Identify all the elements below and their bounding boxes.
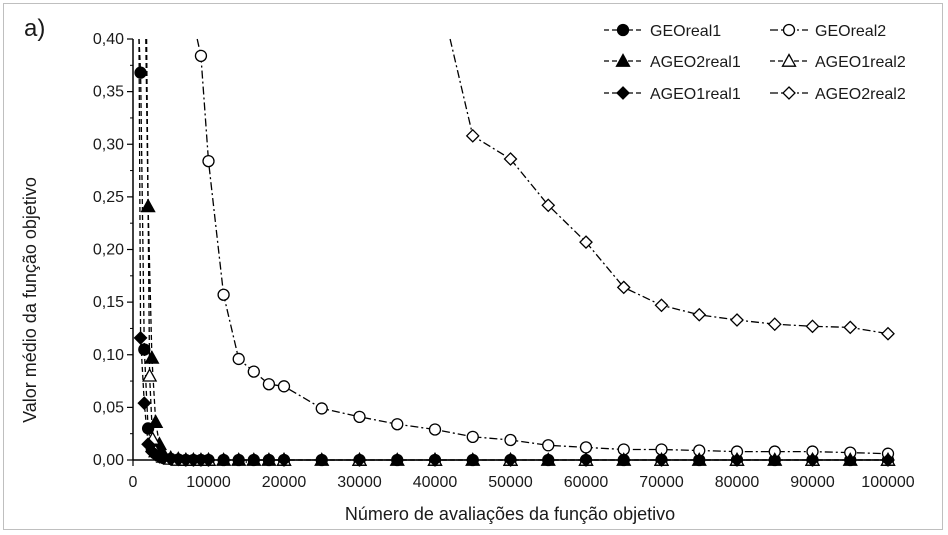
y-tick-label: 0,40 [93,31,124,48]
x-tick-label: 30000 [337,474,382,491]
x-tick-label: 20000 [262,474,307,491]
y-axis-title: Valor médio da função objetivo [20,177,40,423]
data-point-ageo1real1 [133,330,148,345]
series-line-ageo1real2 [145,38,888,461]
x-axis-title: Número de avaliações da função objetivo [345,504,675,524]
data-point-georeal2 [247,365,260,378]
x-tick-label: 100000 [861,474,914,491]
data-point-georeal2 [504,433,517,447]
data-point-ageo1real1 [805,453,820,467]
legend-item-georeal2: GEOreal2 [770,23,886,40]
data-point-ageo2real2 [692,307,707,322]
legend-item-ageo2real1: AGEO2real1 [604,53,741,71]
data-point-ageo2real2 [654,298,669,313]
data-point-ageo2real2 [881,326,895,341]
legend-marker-ageo2real2 [782,86,796,100]
legend-label-ageo1real2: AGEO1real2 [815,54,906,71]
y-tick-label: 0,05 [93,399,124,416]
data-point-ageo1real1 [137,396,152,411]
x-tick-label: 80000 [715,474,760,491]
legend-marker-ageo1real1 [616,86,630,100]
x-tick-label: 40000 [413,474,458,491]
legend-item-georeal1: GEOreal1 [604,23,721,40]
series-line-ageo1real1 [138,38,888,461]
x-tick-label: 0 [129,474,138,491]
data-point-ageo1real1 [503,453,518,467]
legend-label-ageo2real1: AGEO2real1 [650,54,741,71]
series-ageo2real1 [140,38,896,466]
legend-label-georeal2: GEOreal2 [815,23,886,40]
data-point-ageo2real2 [579,235,593,250]
series-line-ageo2real1 [145,38,888,461]
series-georeal2 [194,38,895,460]
legend-marker-georeal2 [782,23,796,37]
data-point-ageo1real1 [277,453,291,467]
series-georeal1 [134,38,895,467]
legend-marker-ageo2real1 [615,53,631,67]
data-point-georeal2 [262,378,276,391]
data-point-ageo1real1 [201,453,216,467]
y-tick-label: 0,35 [93,84,124,101]
x-tick-label: 50000 [488,474,533,491]
data-point-georeal2 [542,439,555,452]
data-point-georeal1 [134,66,147,79]
data-point-georeal2 [277,380,291,393]
data-point-ageo2real2 [843,320,858,335]
data-point-ageo1real1 [730,453,744,467]
y-tick-label: 0,00 [93,452,124,469]
data-point-georeal2 [391,418,404,431]
x-tick-label: 70000 [639,474,684,491]
data-point-ageo2real2 [465,128,480,143]
data-point-ageo2real2 [503,152,518,166]
data-point-georeal2 [315,402,328,415]
y-tick-label: 0,25 [93,189,124,206]
legend-label-georeal1: GEOreal1 [650,23,721,40]
x-tick-label: 90000 [790,474,835,491]
x-tick-label: 10000 [186,474,231,491]
series-ageo1real2 [142,38,896,466]
legend-item-ageo1real2: AGEO1real2 [770,53,906,71]
panel-label: a) [24,15,45,42]
legend-label-ageo1real1: AGEO1real1 [650,86,741,103]
legend-label-ageo2real2: AGEO2real2 [815,86,906,103]
data-point-georeal2 [202,154,215,168]
y-tick-label: 0,20 [93,242,124,259]
data-point-ageo1real1 [428,453,442,467]
series-line-ageo2real2 [449,38,889,335]
series-ageo1real1 [133,38,895,467]
legend: GEOreal1 GEOreal2 AGEO2real1 AGEO1real2 AGEO… [604,23,906,103]
data-point-ageo2real1 [144,350,160,364]
data-point-georeal2 [466,430,479,443]
data-point-ageo2real2 [767,317,782,332]
data-point-georeal2 [194,49,208,62]
data-point-georeal2 [428,423,442,436]
data-point-georeal2 [232,352,245,366]
y-tick-label: 0,10 [93,347,124,364]
data-point-ageo2real2 [541,198,556,213]
legend-marker-georeal1 [616,23,630,37]
series-line-georeal1 [138,38,888,461]
data-point-ageo2real2 [805,319,820,334]
data-point-ageo1real1 [654,453,669,467]
data-point-ageo2real2 [730,313,744,327]
legend-item-ageo1real1: AGEO1real1 [604,86,741,103]
data-point-georeal2 [579,441,593,454]
y-tick-label: 0,30 [93,136,124,153]
legend-marker-ageo1real2 [781,53,797,67]
data-point-georeal2 [217,288,230,301]
x-tick-label: 60000 [564,474,609,491]
data-point-ageo2real2 [616,280,631,295]
data-point-ageo1real1 [352,453,367,467]
data-point-ageo1real2 [142,367,158,382]
series-ageo2real2 [449,38,895,341]
legend-item-ageo2real2: AGEO2real2 [770,86,906,103]
series-line-georeal2 [196,38,889,455]
y-tick-label: 0,15 [93,294,124,311]
data-point-ageo1real1 [881,453,895,467]
data-point-ageo1real1 [579,453,593,467]
data-point-georeal2 [353,410,366,423]
plot-area: 0,00 0,05 0,10 0,15 0,20 0,25 0,30 0,35 0,40 0 100… [93,31,915,491]
